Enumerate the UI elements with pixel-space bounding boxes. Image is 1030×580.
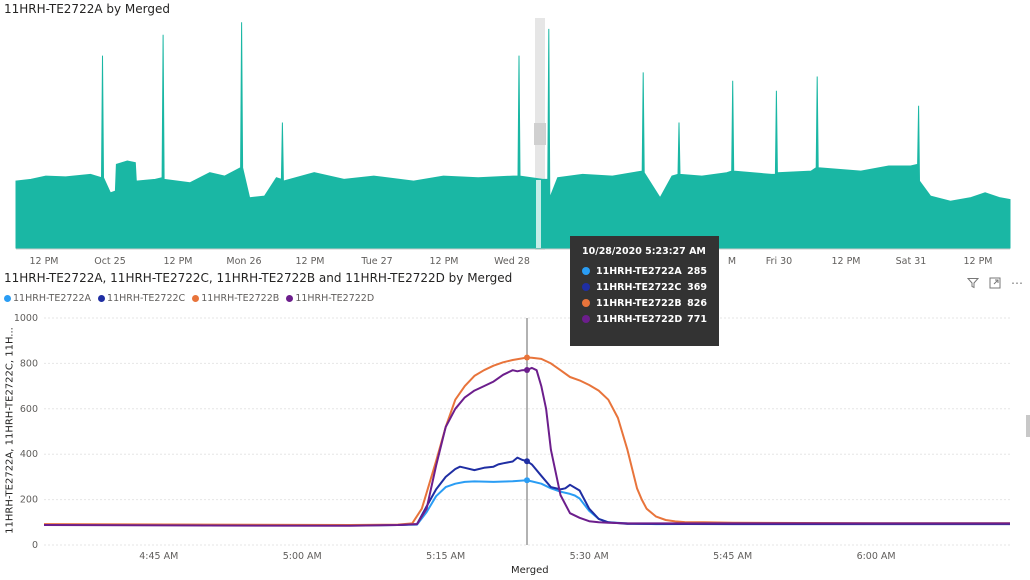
x-tick-label: M (728, 256, 736, 267)
x-tick-label: 5:30 AM (570, 551, 609, 562)
tooltip-row: 11HRH-TE2722A 285 (582, 263, 707, 279)
x-tick-label: Sat 31 (896, 256, 927, 267)
x-tick-label: 5:45 AM (713, 551, 752, 562)
more-options-icon[interactable]: ⋯ (1011, 276, 1023, 290)
scrollbar-handle[interactable] (1026, 415, 1030, 437)
legend-item-te2722b[interactable]: 11HRH-TE2722B (192, 293, 279, 304)
x-tick-label: 12 PM (963, 256, 992, 267)
bottom-chart-title: 11HRH-TE2722A, 11HRH-TE2722C, 11HRH-TE27… (4, 271, 513, 285)
hover-point (524, 477, 530, 484)
hover-point (524, 458, 530, 465)
tooltip-row: 11HRH-TE2722D 771 (582, 311, 707, 327)
tooltip-row: 11HRH-TE2722C 369 (582, 279, 707, 295)
y-tick-label: 1000 (14, 313, 38, 324)
visual-header-icons: ⋯ (966, 276, 1024, 290)
area-series (15, 22, 1011, 249)
x-tick-label: 12 PM (831, 256, 860, 267)
y-tick-label: 200 (20, 495, 38, 506)
x-tick-label: 4:45 AM (139, 551, 178, 562)
tooltip-row: 11HRH-TE2722B 826 (582, 295, 707, 311)
y-axis-label: 11HRH-TE2722A, 11HRH-TE2722C, 11H... (4, 327, 16, 534)
legend-item-te2722c[interactable]: 11HRH-TE2722C (98, 293, 185, 304)
legend: 11HRH-TE2722A 11HRH-TE2722C 11HRH-TE2722… (4, 293, 378, 304)
y-tick-label: 800 (20, 358, 38, 369)
selection-handle (534, 123, 546, 145)
y-tick-label: 400 (20, 449, 38, 460)
x-tick-label: 5:00 AM (283, 551, 322, 562)
tooltip-time: 10/28/2020 5:23:27 AM (582, 246, 706, 257)
tooltip: 10/28/2020 5:23:27 AM 11HRH-TE2722A 285 1… (570, 236, 719, 346)
x-tick-label: Tue 27 (360, 256, 392, 267)
x-tick-label: Oct 25 (94, 256, 126, 267)
x-tick-label: 5:15 AM (426, 551, 465, 562)
y-tick-label: 0 (32, 540, 38, 551)
x-tick-label: 12 PM (29, 256, 58, 267)
highlight-gap (536, 180, 541, 248)
top-chart-title: 11HRH-TE2722A by Merged (4, 2, 170, 16)
x-axis-label: Merged (511, 565, 549, 576)
top-area-chart[interactable]: 12 PM Oct 25 12 PM Mon 26 12 PM Tue 27 12 PM We… (0, 0, 1030, 270)
legend-item-te2722a[interactable]: 11HRH-TE2722A (4, 293, 91, 304)
series-line (43, 366, 1010, 527)
hover-point (524, 354, 530, 361)
filter-icon[interactable] (966, 276, 980, 290)
x-tick-label: 12 PM (429, 256, 458, 267)
series-line (43, 456, 1010, 527)
focus-mode-icon[interactable] (988, 276, 1002, 290)
x-tick-label: 6:00 AM (857, 551, 896, 562)
x-tick-label: 12 PM (163, 256, 192, 267)
x-tick-label: Mon 26 (226, 256, 261, 267)
legend-item-te2722d[interactable]: 11HRH-TE2722D (286, 293, 374, 304)
y-tick-label: 600 (20, 404, 38, 415)
series-line (43, 356, 1010, 526)
x-tick-label: Wed 28 (494, 256, 530, 267)
x-tick-label: 12 PM (295, 256, 324, 267)
x-tick-label: Fri 30 (766, 256, 792, 267)
hover-point (524, 366, 530, 373)
